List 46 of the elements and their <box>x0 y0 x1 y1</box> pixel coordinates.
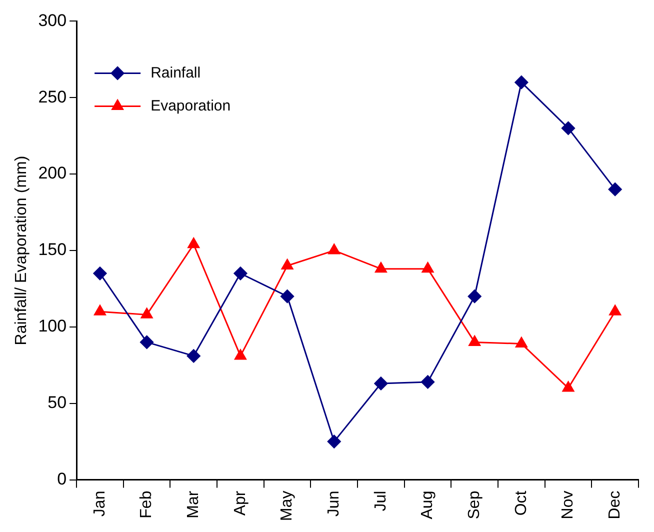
x-tick-label: Mar <box>185 490 202 518</box>
x-tick-label: Jun <box>326 490 343 517</box>
point <box>234 266 248 280</box>
x-tick-label: Nov <box>560 490 577 520</box>
point <box>186 349 200 363</box>
y-tick-label: 150 <box>38 240 67 260</box>
point <box>375 262 387 273</box>
point <box>608 182 622 196</box>
x-tick-label: May <box>278 490 296 522</box>
point <box>280 290 294 304</box>
point <box>468 335 481 346</box>
point <box>374 376 388 390</box>
x-tick-label: Aug <box>419 490 436 520</box>
legend-label: Evaporation <box>150 97 231 114</box>
point <box>140 308 153 318</box>
point <box>281 259 294 270</box>
y-tick-label: 50 <box>48 393 67 412</box>
legend-label: Rainfall <box>150 64 201 82</box>
y-tick-label: 250 <box>38 87 67 106</box>
point <box>188 238 200 248</box>
point <box>234 349 246 360</box>
point <box>515 336 528 348</box>
x-tick-label: Oct <box>512 490 530 516</box>
x-tick-label: Feb <box>138 490 156 518</box>
point <box>562 121 576 135</box>
y-tick-label: 200 <box>38 164 67 183</box>
x-tick-label: Apr <box>232 490 249 516</box>
point <box>468 290 482 304</box>
y-axis-title: Rainfall/ Evaporation (mm) <box>13 156 30 346</box>
point <box>327 434 341 448</box>
point <box>140 335 154 349</box>
point <box>93 266 107 280</box>
x-tick-label: Jan <box>91 490 108 517</box>
x-tick-label: Sep <box>466 490 484 520</box>
y-tick-label: 0 <box>57 469 67 488</box>
point <box>609 304 622 316</box>
y-tick-label: 300 <box>38 10 67 30</box>
point <box>421 375 435 389</box>
y-tick-label: 100 <box>38 316 67 336</box>
point <box>562 381 574 392</box>
x-tick-label: Jul <box>372 490 390 512</box>
point <box>514 76 528 90</box>
point <box>94 304 106 316</box>
point <box>422 262 434 273</box>
point <box>328 244 340 254</box>
x-tick-label: Dec <box>606 490 624 520</box>
